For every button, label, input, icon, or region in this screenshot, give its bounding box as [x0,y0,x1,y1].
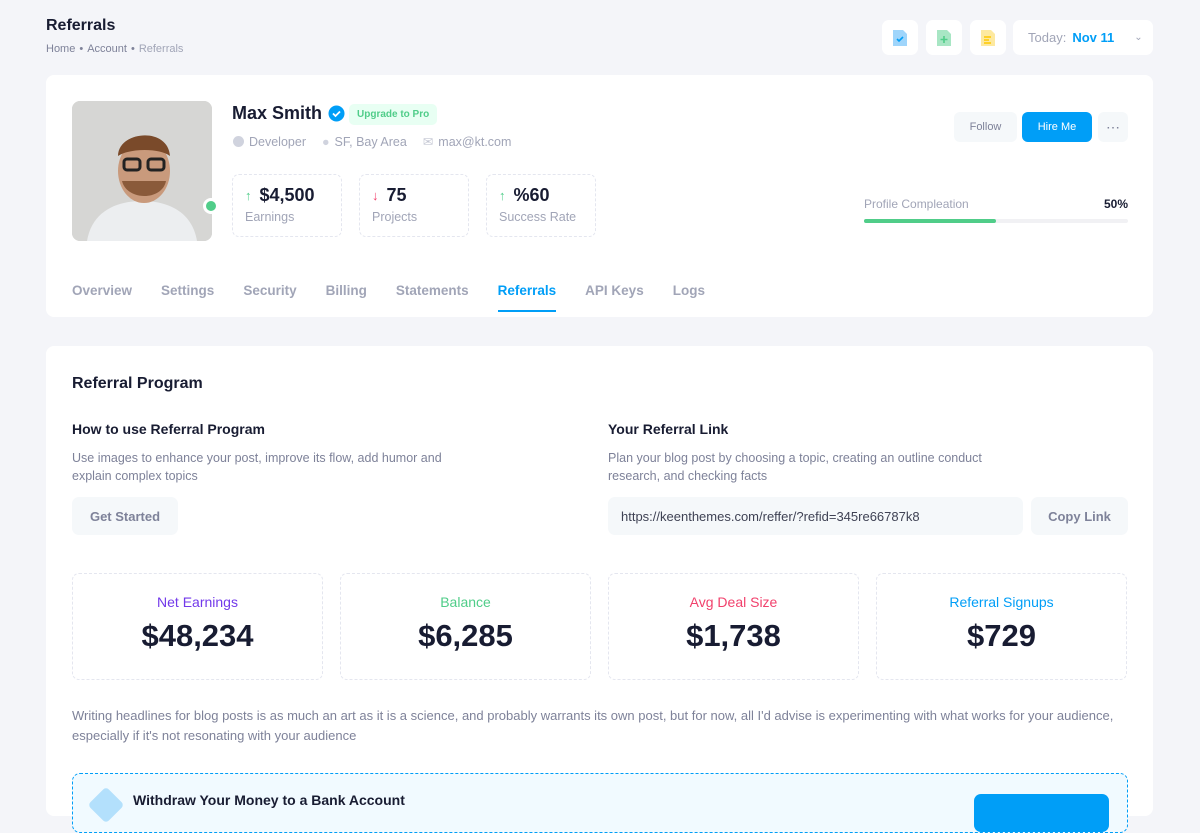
referral-link-title: Your Referral Link [608,421,729,437]
info-paragraph: Writing headlines for blog posts is as m… [72,708,1114,743]
location[interactable]: ● SF, Bay Area [321,134,407,149]
tab-billing[interactable]: Billing [325,283,367,298]
envelope-icon: ✉ [422,135,434,149]
how-to-text: Use images to enhance your post, improve… [72,451,442,483]
breadcrumb-home[interactable]: Home [46,43,76,55]
completion-progress-bar [864,219,1128,223]
kpi-balance: Balance $6,285 [340,573,591,680]
withdraw-notice: Withdraw Your Money to a Bank Account [72,773,1128,833]
breadcrumb: Home • Account • Referrals [46,43,184,55]
location-pin-icon: ● [321,134,330,149]
copy-link-button[interactable]: Copy Link [1031,497,1128,535]
role[interactable]: Developer [233,134,306,149]
follow-button[interactable]: Follow [954,112,1017,142]
user-icon [233,136,244,147]
profile-completion: Profile Compleation 50% [864,197,1128,223]
stat-projects: ↓ 75 Projects [359,174,469,237]
notice-title: Withdraw Your Money to a Bank Account [133,792,405,808]
chevron-down-icon: ⌄ [1134,32,1143,43]
file-check-icon [893,29,907,46]
upgrade-badge[interactable]: Upgrade to Pro [349,104,438,125]
more-dots-icon: ⋯ [1106,118,1120,135]
verified-icon [328,105,345,122]
tab-overview[interactable]: Overview [72,283,133,298]
arrow-up-icon: ↑ [499,188,506,203]
online-status-indicator [203,198,219,214]
arrow-up-icon: ↑ [245,188,252,203]
tab-logs[interactable]: Logs [672,283,705,298]
stat-earnings: ↑ $4,500 Earnings [232,174,342,237]
file-add-icon [937,29,951,46]
referral-link-input[interactable]: https://keenthemes.com/reffer/?refid=345… [608,497,1023,535]
how-to-title: How to use Referral Program [72,421,265,437]
file-text-button[interactable] [970,20,1006,55]
kpi-net-earnings: Net Earnings $48,234 [72,573,323,680]
bank-icon [87,786,125,824]
tab-api-keys[interactable]: API Keys [585,283,644,298]
breadcrumb-account[interactable]: Account [87,43,127,55]
referral-card [46,346,1153,816]
stat-success-rate: ↑ %60 Success Rate [486,174,596,237]
tab-statements[interactable]: Statements [395,283,469,298]
more-options-button[interactable]: ⋯ [1098,112,1128,142]
avatar [72,101,212,241]
file-add-button[interactable] [926,20,962,55]
profile-tabs: Overview Settings Security Billing Statement… [72,283,705,312]
get-started-button[interactable]: Get Started [72,497,178,535]
date-picker[interactable]: Today: Nov 11 ⌄ [1013,20,1153,55]
profile-meta: Developer ● SF, Bay Area ✉ max@kt.com [233,134,511,149]
section-title: Referral Program [72,375,203,392]
arrow-down-icon: ↓ [372,188,379,203]
kpi-avg-deal-size: Avg Deal Size $1,738 [608,573,859,680]
breadcrumb-current: Referrals [138,43,184,55]
file-check-button[interactable] [882,20,918,55]
profile-name: Max Smith [232,103,345,124]
file-text-icon [981,29,995,46]
referral-link-text: Plan your blog post by choosing a topic,… [608,451,982,483]
tab-settings[interactable]: Settings [161,283,215,298]
hire-me-button[interactable]: Hire Me [1022,112,1092,142]
tab-referrals[interactable]: Referrals [497,283,557,312]
page-title: Referrals [46,17,116,34]
tab-security[interactable]: Security [243,283,297,298]
email[interactable]: ✉ max@kt.com [422,134,512,150]
kpi-referral-signups: Referral Signups $729 [876,573,1127,680]
